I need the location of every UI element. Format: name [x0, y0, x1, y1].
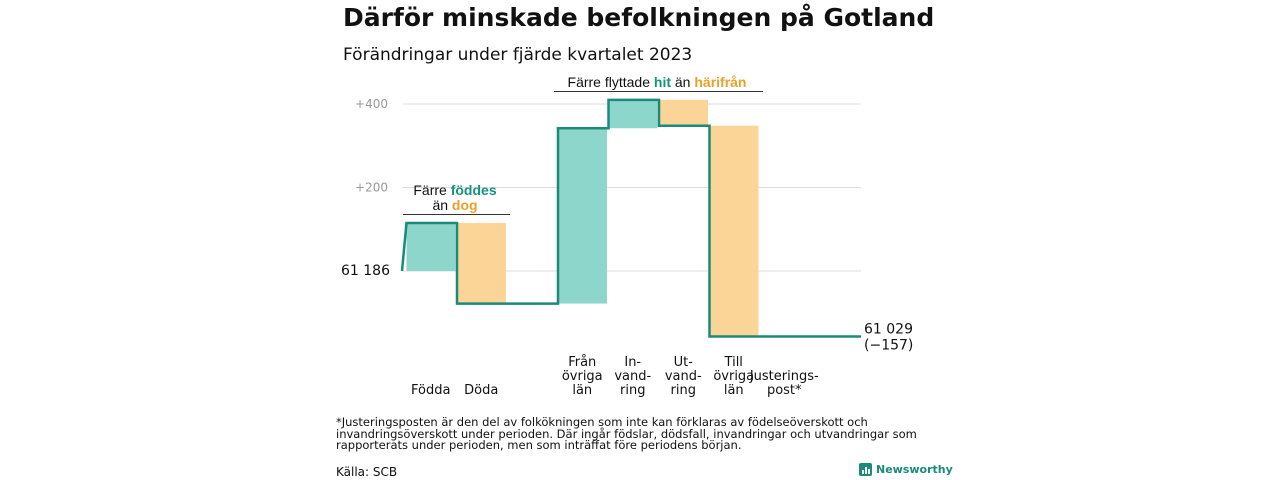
waterfall-bar	[457, 222, 506, 304]
category-label: vand-	[614, 369, 651, 384]
waterfall-bar	[406, 222, 456, 271]
category-label: In-	[624, 355, 641, 370]
waterfall-bar	[608, 99, 658, 129]
annotation-part: härifrån	[694, 74, 746, 90]
end-value-label: 61 029	[864, 322, 913, 338]
y-tick-label: +200	[355, 181, 388, 195]
annotation-born-line2: än dog	[432, 197, 477, 213]
newsworthy-icon	[859, 463, 872, 476]
waterfall-bar	[659, 99, 708, 126]
annotation-part: än	[671, 74, 694, 90]
footnote: *Justeringsposten är den del av folkökni…	[336, 415, 917, 452]
annotation-part: Färre flyttade	[568, 74, 654, 90]
category-label: vand-	[665, 369, 702, 384]
source-label: Källa: SCB	[336, 465, 398, 479]
end-change-label: (−157)	[864, 338, 913, 354]
running-total-line	[400, 98, 861, 338]
chart-subtitle: Förändringar under fjärde kvartalet 2023	[343, 45, 693, 65]
annotation-part: föddes	[451, 182, 497, 198]
category-label: Ut-	[674, 355, 694, 370]
start-value-label: 61 186	[341, 263, 390, 279]
category-label: post*	[767, 383, 802, 398]
category-label: övriga	[713, 369, 754, 384]
annotation-born-line1: Färre föddes	[413, 182, 496, 198]
newsworthy-logo: Newsworthy	[859, 463, 953, 476]
category-label: län	[724, 383, 744, 398]
annotation-moved: Färre flyttade hit än härifrån	[568, 74, 747, 90]
category-label: Födda	[411, 383, 450, 398]
category-label: Till	[724, 355, 743, 370]
annotation-part: Färre	[413, 182, 450, 198]
waterfall-bar	[558, 128, 607, 304]
waterfall-bar	[709, 125, 759, 337]
category-label: Justerings-	[749, 369, 819, 384]
category-label: län	[572, 383, 592, 398]
y-tick-label: +400	[355, 97, 388, 111]
category-label: ring	[620, 383, 645, 398]
category-label: Från	[568, 355, 596, 370]
brand-label: Newsworthy	[876, 463, 953, 476]
category-label: ring	[671, 383, 696, 398]
annotation-part: dog	[452, 197, 478, 213]
chart-title: Därför minskade befolkningen på Gotland	[343, 3, 935, 32]
category-label: övriga	[562, 369, 603, 384]
annotation-part: än	[432, 197, 451, 213]
annotation-part: hit	[654, 74, 671, 90]
category-label: Döda	[464, 383, 498, 398]
